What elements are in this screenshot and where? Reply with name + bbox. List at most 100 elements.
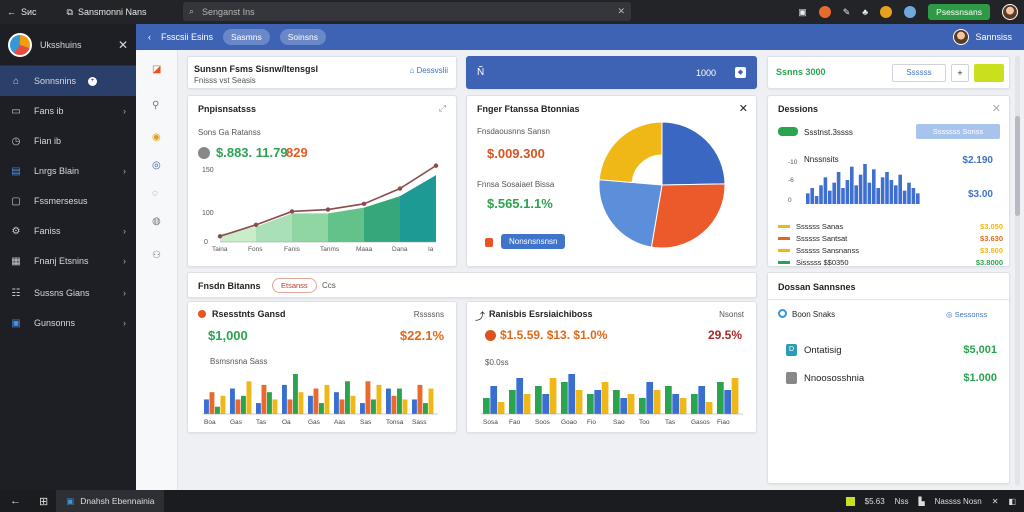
windows-icon[interactable]: ⊞ [39,495,49,508]
bar [402,399,408,414]
system-tray: $5.63 Nss ▙ Nassss Nosn ✕ ◧ [845,490,1016,512]
chart-link[interactable]: Rssssns [413,310,444,319]
wifi-icon[interactable]: ▙ [918,496,925,506]
notification-icon[interactable] [818,6,831,18]
star-icon[interactable]: ♣ [862,7,869,17]
spark-bar [858,174,863,204]
bar-chart-card-1: Rsesstnts Gansd Rssssns $1,000 $22.1% Bs… [187,301,457,433]
tab-1[interactable]: Sasmns [223,29,270,45]
highlight-card: Ñ 1000 ◆ [466,56,757,89]
x-tick-label: Sao [613,419,625,426]
pie-action-button[interactable]: Nonsnsnsnsn [501,234,566,249]
scrollbar-thumb[interactable] [1015,116,1020,216]
close-icon[interactable]: ✕ [991,496,999,506]
pin-icon[interactable]: ⚲ [152,100,160,111]
x-tick-label: Gasos [691,419,711,426]
bar [568,374,576,414]
sidebar-item-5[interactable]: ▢ Fssmersesus [0,186,136,216]
list-row-link[interactable]: ◎ Sessonss [946,310,987,319]
speaker-icon[interactable]: ◧ [1008,496,1016,506]
bar [241,395,246,414]
chart-value-2: $22.1% [399,328,444,343]
tab-2[interactable]: Soinsns [279,29,326,45]
globe-icon[interactable] [904,6,917,18]
detail-value-1: $2.190 [962,155,993,166]
bar [230,388,235,414]
sidebar-item-1[interactable]: ⌂ Sonnsnins + [0,66,136,96]
shield-icon[interactable]: ◆ [735,67,746,78]
chart-link[interactable]: Nsonst [719,310,744,319]
app-icon[interactable]: ◪ [152,64,162,75]
bar [287,399,293,414]
x-tick-label: Too [639,419,650,426]
color-icon [485,238,493,247]
close-icon[interactable]: ✕ [117,37,128,52]
balance-button[interactable]: Ssssss [892,64,946,82]
sidebar-item-9[interactable]: ▣ Gunsonns › [0,308,136,338]
close-icon[interactable]: ✕ [617,6,625,16]
bar [282,384,287,414]
sidebar-item-2[interactable]: ▭ Fans ib › [0,96,136,126]
plus-button[interactable]: + [951,64,969,82]
menu-label: Sansmonni Nans [77,7,147,17]
square-icon[interactable]: ▣ [798,6,807,17]
back-button[interactable]: ← Sис [0,7,44,17]
menu-button[interactable]: ⧉ Sansmonni Nans [60,7,154,18]
primary-action-button[interactable]: Psessnsans [928,4,990,20]
sidebar-item-8[interactable]: ☷ Sussns Gians › [0,278,136,308]
tab-1[interactable]: Etsanss [272,278,317,293]
back-icon[interactable]: ← [10,495,21,507]
expand-icon[interactable]: ⤢ [438,103,446,113]
target-icon[interactable]: ◎ [152,160,161,171]
area-segment [220,226,256,242]
chevron-right-icon: › [123,226,126,236]
chevron-right-icon: › [123,288,126,298]
x-tick-label: Oa [282,419,291,426]
toggle-icon[interactable] [198,147,210,159]
titlebar-label: Sис [21,7,37,17]
chevron-left-icon[interactable]: ‹ [148,32,151,42]
info-icon[interactable]: ◍ [152,216,161,227]
bar [298,392,304,414]
x-tick-label: Boa [204,419,216,426]
user-menu[interactable]: Sannsiss [953,29,1012,45]
check-icon[interactable]: ◉ [152,132,161,143]
x-tick-label: Tas [665,419,676,426]
sidebar-item-3[interactable]: ◷ Fian ib [0,126,136,156]
grouped-bar-chart-1: Boa Gas Tas Oa Gas Aas Sas Tonsa Sass [202,374,438,426]
taskbar-app[interactable]: ▣ Dnahsh Ebennainia [56,490,165,512]
link-icon[interactable]: ⚇ [152,250,161,261]
x-tick-label: Taina [212,246,228,253]
grid-icon: ▦ [11,255,21,267]
sidebar-item-4[interactable]: ▤ Lnrgs Blain › [0,156,136,186]
y-tick: -10 [788,159,798,166]
x-tick-label: Soos [535,419,551,426]
legend-row: Ssssss Sansnanss $3.800 [778,246,1003,255]
sidebar: Uksshuins ✕ ⌂ Sonnsnins + ▭ Fans ib › ◷ Fian … [0,24,136,490]
chart-icon: ▤ [11,165,21,177]
close-icon[interactable]: ✕ [991,103,1001,115]
detail-value-2: $3.00 [967,189,993,200]
accent-button[interactable] [974,64,1004,82]
tools-icon[interactable]: ✎ [842,6,851,17]
balance-value: Ssnns 3000 [776,67,826,77]
sidebar-item-6[interactable]: ⚙ Faniss › [0,216,136,246]
area-segment [256,213,292,242]
bar [360,403,365,414]
spark-bar [850,166,854,204]
title-bar: ← Sис ⧉ Sansmonni Nans ⌕ Senganst Ins ✕ ▣ … [0,0,1024,24]
alert-icon[interactable] [880,6,893,18]
sidebar-item-7[interactable]: ▦ Fnanj Etsnins › [0,246,136,276]
tab-2[interactable]: Ccs [322,281,336,290]
search-input[interactable]: ⌕ Senganst Ins ✕ [183,2,631,21]
details-link[interactable]: ⌂ Dessvslii [409,66,448,75]
legend-swatch [778,225,790,228]
radio-icon[interactable] [778,309,787,318]
filter-dropdown[interactable]: Sssssss Sonss [916,124,1000,139]
list-row-link-label: Sessonss [954,310,988,319]
timer-icon[interactable]: ◌ [152,188,158,199]
data-point [361,201,367,207]
close-icon[interactable]: ✕ [738,103,748,115]
avatar[interactable] [1002,4,1018,20]
scrollbar[interactable] [1015,56,1020,486]
